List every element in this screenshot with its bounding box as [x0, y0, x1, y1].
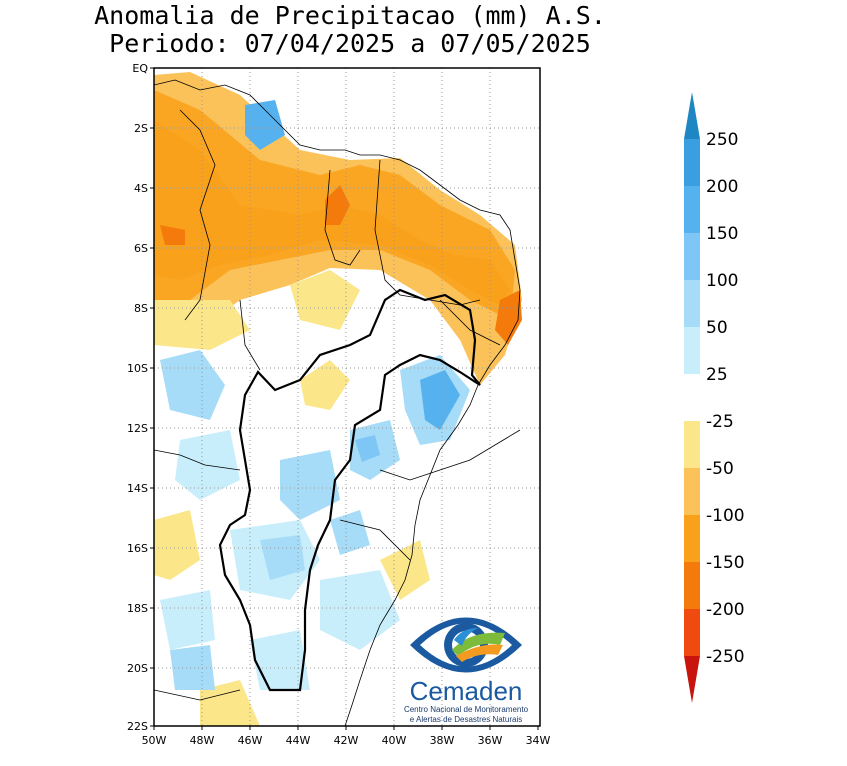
colorbar-segment [684, 186, 700, 233]
cemaden-logo: Cemaden Centro Nacional de Monitoramento… [404, 617, 529, 724]
colorbar-label: 100 [706, 271, 738, 291]
lon-tick: 36W [478, 734, 503, 747]
lon-tick: 34W [526, 734, 551, 747]
map-title: Anomalia de Precipitacao (mm) A.S. [94, 1, 606, 30]
colorbar-bottom-arrow [684, 656, 700, 703]
colorbar-label: -250 [706, 647, 745, 667]
lon-tick-marks [153, 726, 539, 730]
lat-tick: 4S [134, 182, 148, 195]
anomaly-field [154, 68, 540, 726]
lat-tick: 20S [127, 662, 148, 675]
colorbar-segment [684, 421, 700, 468]
colorbar-label: -100 [706, 506, 745, 526]
colorbar-segment [684, 609, 700, 656]
colorbar-segment [684, 233, 700, 280]
eye-icon [410, 617, 522, 673]
map-period: Periodo: 07/04/2025 a 07/05/2025 [109, 29, 591, 58]
colorbar-label: 50 [706, 318, 728, 338]
map-frame [153, 67, 541, 727]
grid-lines [154, 68, 540, 726]
longitude-axis: 50W 48W 46W 44W 42W 40W 38W 36W 34W [142, 734, 551, 747]
logo-name: Cemaden [410, 676, 523, 706]
lon-tick: 46W [238, 734, 263, 747]
lon-tick: 38W [430, 734, 455, 747]
lon-tick: 40W [382, 734, 407, 747]
colorbar-top-arrow [684, 92, 700, 139]
lat-tick: EQ [132, 62, 148, 75]
colorbar: 250 200 150 100 50 25 -25 -50 -100 -150 -200 -250 [684, 92, 745, 703]
lat-tick-marks [150, 67, 154, 727]
colorbar-label: 150 [706, 224, 738, 244]
lat-tick: 18S [127, 602, 148, 615]
lon-tick: 48W [190, 734, 215, 747]
colorbar-segment [684, 515, 700, 562]
colorbar-label: -25 [706, 412, 734, 432]
colorbar-label: -50 [706, 459, 734, 479]
region-border [218, 288, 481, 692]
lon-tick: 50W [142, 734, 167, 747]
colorbar-segment [684, 562, 700, 609]
lat-tick: 14S [127, 482, 148, 495]
logo-subtitle: e Alertas de Desastres Naturais [410, 715, 523, 724]
lat-tick: 6S [134, 242, 148, 255]
lat-tick: 2S [134, 122, 148, 135]
colorbar-label: -150 [706, 553, 745, 573]
colorbar-segment [684, 374, 700, 421]
lat-tick: 22S [127, 720, 148, 733]
lat-tick: 16S [127, 542, 148, 555]
colorbar-segment [684, 468, 700, 515]
coastline [154, 79, 521, 726]
colorbar-segment [684, 327, 700, 374]
lat-tick: 12S [127, 422, 148, 435]
lon-tick: 42W [334, 734, 359, 747]
colorbar-label: 200 [706, 177, 738, 197]
lat-tick: 10S [127, 362, 148, 375]
colorbar-label: 25 [706, 365, 728, 385]
latitude-axis: EQ 2S 4S 6S 8S 10S 12S 14S 16S 18S 20S 2… [127, 62, 148, 733]
colorbar-segment [684, 280, 700, 327]
lon-tick: 44W [286, 734, 311, 747]
colorbar-label: -200 [706, 600, 745, 620]
logo-subtitle: Centro Nacional de Monitoramento [404, 705, 529, 714]
colorbar-label: 250 [706, 130, 738, 150]
colorbar-segment [684, 139, 700, 186]
lat-tick: 8S [134, 302, 148, 315]
